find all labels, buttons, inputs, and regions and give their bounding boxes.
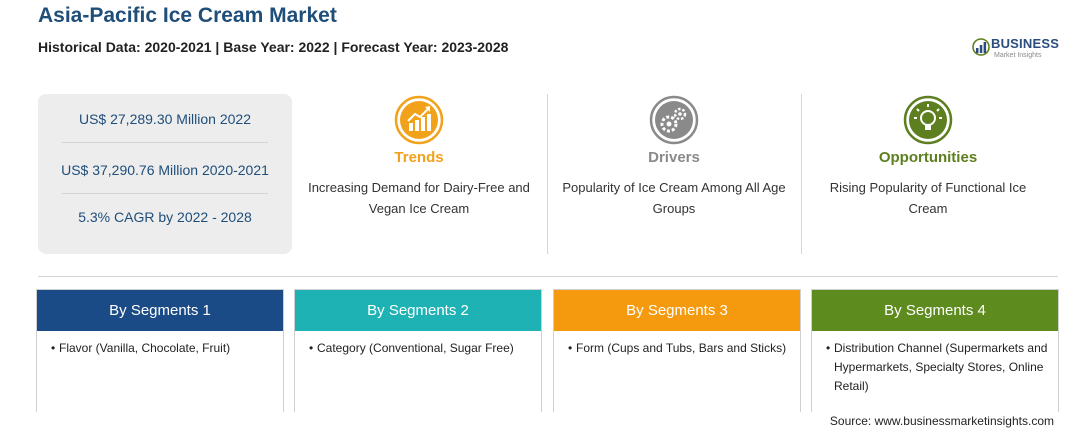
logo-tagline: Market Insights: [994, 52, 1042, 59]
logo-wordmark: BUSINESS: [991, 36, 1060, 51]
card-drivers-title: Drivers: [648, 149, 700, 166]
lightbulb-icon: [903, 95, 953, 145]
stat-market-size-2022: US$ 27,289.30 Million 2022: [78, 111, 251, 127]
card-drivers: Drivers Popularity of Ice Cream Among Al…: [549, 95, 799, 255]
segment-2-item: Category (Conventional, Sugar Free): [317, 341, 514, 355]
card-opportunities-title: Opportunities: [878, 149, 978, 166]
market-stats-panel: US$ 27,289.30 Million 2022 US$ 37,290.76…: [38, 94, 292, 254]
bullet: •: [826, 341, 831, 355]
segment-4-header: By Segments 4: [812, 290, 1058, 331]
company-logo: BUSINESS Market Insights: [972, 34, 1062, 62]
segment-3-header: By Segments 3: [554, 290, 800, 331]
segment-2: By Segments 2 • Category (Conventional, …: [294, 289, 542, 412]
segment-4-item: Distribution Channel (Supermarkets and H…: [834, 341, 1048, 393]
card-opportunities-desc: Rising Popularity of Functional Ice Crea…: [829, 180, 1027, 216]
card-trends-desc: Increasing Demand for Dairy-Free and Veg…: [308, 180, 530, 216]
card-trends-title: Trends: [394, 149, 444, 166]
bullet: •: [51, 341, 56, 355]
page-subtitle: Historical Data: 2020-2021 | Base Year: …: [38, 39, 509, 55]
segment-1-item: Flavor (Vanilla, Chocolate, Fruit): [59, 341, 231, 355]
segment-2-body: • Category (Conventional, Sugar Free): [295, 331, 541, 358]
segment-3-item: Form (Cups and Tubs, Bars and Sticks): [576, 341, 787, 355]
divider: [62, 142, 268, 143]
bullet: •: [309, 341, 314, 355]
segment-1: By Segments 1 • Flavor (Vanilla, Chocola…: [36, 289, 284, 412]
card-opportunities: Opportunities Rising Popularity of Funct…: [803, 95, 1053, 255]
stat-cagr: 5.3% CAGR by 2022 - 2028: [78, 209, 252, 225]
card-drivers-desc: Popularity of Ice Cream Among All Age Gr…: [562, 180, 786, 216]
segment-3: By Segments 3 • Form (Cups and Tubs, Bar…: [553, 289, 801, 412]
divider: [62, 193, 268, 194]
chart-trend-icon: [394, 95, 444, 145]
segment-1-header: By Segments 1: [37, 290, 283, 331]
source-link[interactable]: Source: www.businessmarketinsights.com: [829, 414, 1054, 428]
divider: [801, 94, 802, 254]
page-title: Asia-Pacific Ice Cream Market: [38, 4, 337, 27]
segment-1-body: • Flavor (Vanilla, Chocolate, Fruit): [37, 331, 283, 358]
card-trends: Trends Increasing Demand for Dairy-Free …: [294, 95, 544, 255]
segment-4-body: • Distribution Channel (Supermarkets and…: [812, 331, 1058, 396]
section-divider: [38, 276, 1058, 277]
logo-icon: [972, 38, 990, 56]
divider: [547, 94, 548, 254]
segment-4: By Segments 4 • Distribution Channel (Su…: [811, 289, 1059, 412]
gears-icon: [649, 95, 699, 145]
bullet: •: [568, 341, 573, 355]
segment-2-header: By Segments 2: [295, 290, 541, 331]
stat-market-size-historical: US$ 37,290.76 Million 2020-2021: [61, 162, 269, 178]
segment-3-body: • Form (Cups and Tubs, Bars and Sticks): [554, 331, 800, 358]
